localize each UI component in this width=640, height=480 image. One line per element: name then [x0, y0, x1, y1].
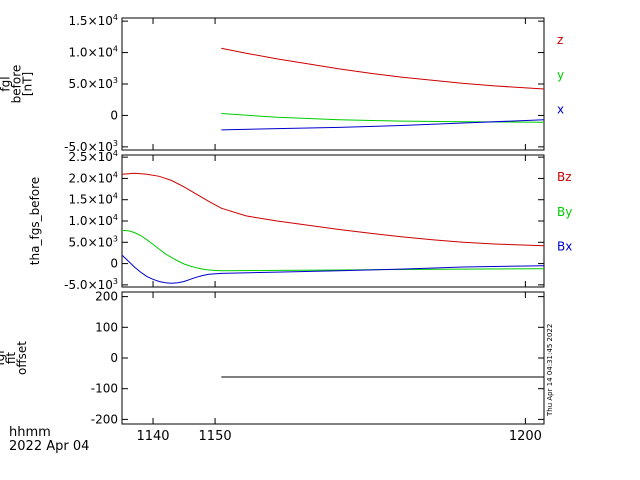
y-tick-label: 1.5×104: [68, 192, 118, 207]
legend-label-y: y: [557, 68, 564, 82]
x-tick-label: 1140: [136, 429, 169, 444]
y-tick-label: -5.0×103: [64, 139, 118, 154]
y-tick-label: 0: [110, 351, 118, 365]
y-tick-label: 200: [95, 290, 118, 304]
panel-frame: [121, 17, 545, 151]
y-tick-label: -5.0×103: [64, 277, 118, 292]
y-tick-label: 2.5×104: [68, 149, 118, 164]
panel-frame: [121, 291, 545, 425]
legend-label-x: x: [557, 103, 564, 117]
legend-label-bz: Bz: [557, 170, 572, 184]
x-tick-label: 1150: [199, 429, 232, 444]
y-axis-title: offset: [15, 341, 29, 375]
legend-label-by: By: [557, 205, 572, 219]
y-tick-label: -100: [91, 382, 118, 396]
panel-fgs-before: 2.5×104 2.0×104 1.5×104 1.0×104 5.0×103 0 -5.0…: [28, 149, 572, 292]
legend-label-bx: Bx: [557, 240, 572, 254]
y-tick-label: 100: [95, 320, 118, 334]
y-axis-title: [nT]: [21, 72, 35, 96]
y-axis-title: fgl: [0, 76, 13, 91]
y-axis-title: fgl: [0, 350, 7, 365]
y-tick-label: 1.0×104: [68, 45, 118, 60]
creation-timestamp: Thu Apr 14 04:31:45 2022: [546, 324, 554, 417]
y-tick-label: 1.5×104: [68, 13, 118, 28]
series-line-bz: [121, 172, 545, 247]
x-tick-label: 1200: [509, 429, 542, 444]
y-tick-label: 0: [110, 108, 118, 122]
y-axis-title: tha_fgs_before: [28, 177, 42, 265]
legend-label-z: z: [557, 33, 563, 47]
series-line-z: [221, 47, 545, 90]
series-line-bx: [121, 254, 545, 284]
y-axis-title: fit: [4, 352, 18, 365]
date-label: 2022 Apr 04: [9, 439, 89, 454]
y-tick-label: -200: [91, 412, 118, 426]
y-tick-label: 1.0×104: [68, 213, 118, 228]
y-axis-title: before: [10, 65, 24, 104]
series-line-by: [121, 229, 545, 272]
y-tick-label: 5.0×103: [68, 234, 118, 249]
y-tick-label: 2.0×104: [68, 170, 118, 185]
panel-fgl-before: 1.5×104 1.0×104 5.0×103 0 -5.0×103 thafglbefo…: [0, 13, 564, 154]
series-line-y: [221, 113, 545, 123]
series-line-x: [221, 119, 545, 131]
y-tick-label: 5.0×103: [68, 76, 118, 91]
time-format-label: hhmm: [9, 425, 51, 440]
x-axis-labels: 1140 1150 1200: [136, 429, 541, 444]
y-tick-label: 0: [110, 257, 118, 271]
y-axis-title: tha: [0, 74, 2, 94]
